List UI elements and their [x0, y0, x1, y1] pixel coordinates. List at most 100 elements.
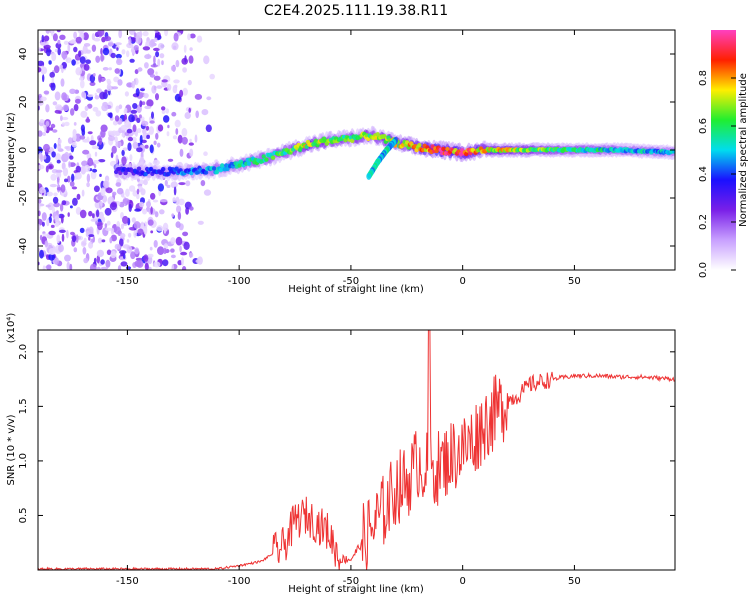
noise-dot	[189, 252, 194, 258]
noise-dot	[52, 33, 58, 42]
noise-dot	[145, 125, 150, 131]
noise-dot	[127, 142, 132, 151]
noise-dot	[146, 134, 151, 139]
ridge-cell	[161, 166, 166, 172]
noise-dot	[54, 49, 58, 53]
noise-dot	[82, 247, 87, 255]
noise-dot	[162, 222, 169, 232]
noise-dot	[131, 217, 136, 223]
noise-dot	[130, 109, 138, 114]
noise-dot	[75, 206, 82, 215]
noise-dot	[77, 235, 84, 241]
noise-dot	[80, 240, 87, 247]
noise-dot	[147, 253, 154, 258]
ridge-cell	[220, 163, 225, 168]
snr-frame	[37, 329, 676, 571]
noise-dot	[92, 168, 98, 173]
noise-dot	[101, 104, 109, 112]
noise-dot	[87, 94, 94, 98]
noise-dot	[38, 210, 41, 217]
noise-dot	[134, 77, 139, 86]
noise-dot	[92, 73, 96, 77]
noise-dot	[59, 64, 63, 70]
noise-dot	[73, 122, 77, 126]
noise-dot	[99, 91, 106, 100]
noise-dot	[85, 59, 91, 64]
noise-dot	[134, 69, 139, 75]
noise-dot	[79, 56, 86, 64]
colorbar-tick-label: 0.6	[698, 118, 709, 134]
noise-dot	[133, 44, 139, 51]
noise-dot	[100, 48, 103, 55]
ridge-cell	[417, 143, 422, 148]
ridge-cell	[174, 166, 179, 171]
noise-dot	[106, 220, 111, 226]
noise-dot	[153, 37, 158, 42]
noise-dot	[157, 124, 164, 132]
noise-dot	[106, 78, 111, 83]
noise-dot	[128, 203, 132, 212]
noise-dot	[117, 79, 123, 86]
colorbar-gradient	[711, 30, 736, 270]
noise-dot	[67, 175, 71, 183]
noise-dot	[41, 221, 45, 227]
noise-dot	[101, 239, 106, 243]
noise-dot	[153, 75, 161, 81]
noise-dot	[66, 229, 69, 239]
noise-dot	[149, 74, 156, 78]
noise-dot	[83, 63, 90, 71]
noise-dot	[86, 173, 91, 183]
noise-dot	[46, 191, 53, 197]
noise-dot	[105, 187, 113, 194]
noise-dot	[61, 233, 65, 242]
noise-dot	[79, 209, 87, 219]
noise-dot	[119, 201, 125, 208]
noise-dot	[58, 229, 66, 233]
noise-dot	[50, 173, 57, 181]
noise-dot	[114, 68, 120, 74]
noise-dot	[156, 225, 164, 232]
noise-dot	[46, 47, 51, 57]
x-tick-label: 0	[459, 576, 465, 587]
noise-dot	[139, 100, 143, 108]
noise-dot	[60, 78, 65, 87]
noise-dot	[40, 153, 44, 163]
noise-dot	[112, 191, 117, 196]
noise-dot	[100, 129, 106, 138]
noise-dot	[40, 66, 48, 75]
noise-dot	[117, 265, 122, 270]
ridge-cell	[214, 170, 219, 175]
noise-dot	[73, 247, 78, 253]
noise-dot	[56, 170, 62, 179]
noise-dot	[171, 213, 175, 218]
noise-dot	[93, 37, 101, 42]
noise-dot	[170, 237, 176, 245]
noise-dot	[161, 106, 166, 111]
noise-dot	[59, 203, 64, 212]
noise-dot	[195, 110, 199, 119]
noise-dot	[116, 58, 123, 66]
noise-dot	[178, 198, 185, 206]
noise-dot	[140, 88, 145, 92]
spectrogram-y-ticks: -40 -20 0 20 40	[18, 48, 675, 254]
noise-dot	[96, 249, 104, 258]
noise-dot	[79, 227, 85, 234]
noise-dot	[144, 105, 152, 110]
noise-dot	[45, 120, 50, 127]
noise-dot	[38, 47, 41, 52]
spectrogram-x-ticks: -150 -100 -50 0 50	[116, 30, 581, 287]
noise-dot	[132, 124, 137, 133]
noise-dot	[209, 73, 215, 80]
noise-dot	[111, 86, 119, 90]
colorbar-tick-label: 0.0	[698, 262, 709, 278]
noise-dot	[79, 77, 84, 81]
snr-y-ticks: 0.5 1.0 1.5 2.0	[18, 344, 675, 523]
noise-dot	[134, 247, 140, 255]
noise-dot	[120, 252, 125, 257]
noise-dot	[90, 170, 97, 180]
noise-dot	[154, 30, 159, 33]
noise-dot	[115, 105, 120, 113]
noise-dot	[97, 222, 103, 231]
noise-dot	[61, 122, 66, 126]
noise-dot	[38, 223, 41, 231]
